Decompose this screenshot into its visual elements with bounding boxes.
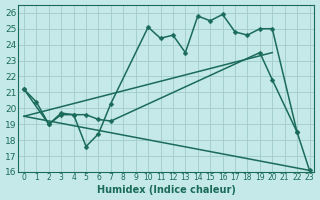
X-axis label: Humidex (Indice chaleur): Humidex (Indice chaleur) xyxy=(97,185,236,195)
